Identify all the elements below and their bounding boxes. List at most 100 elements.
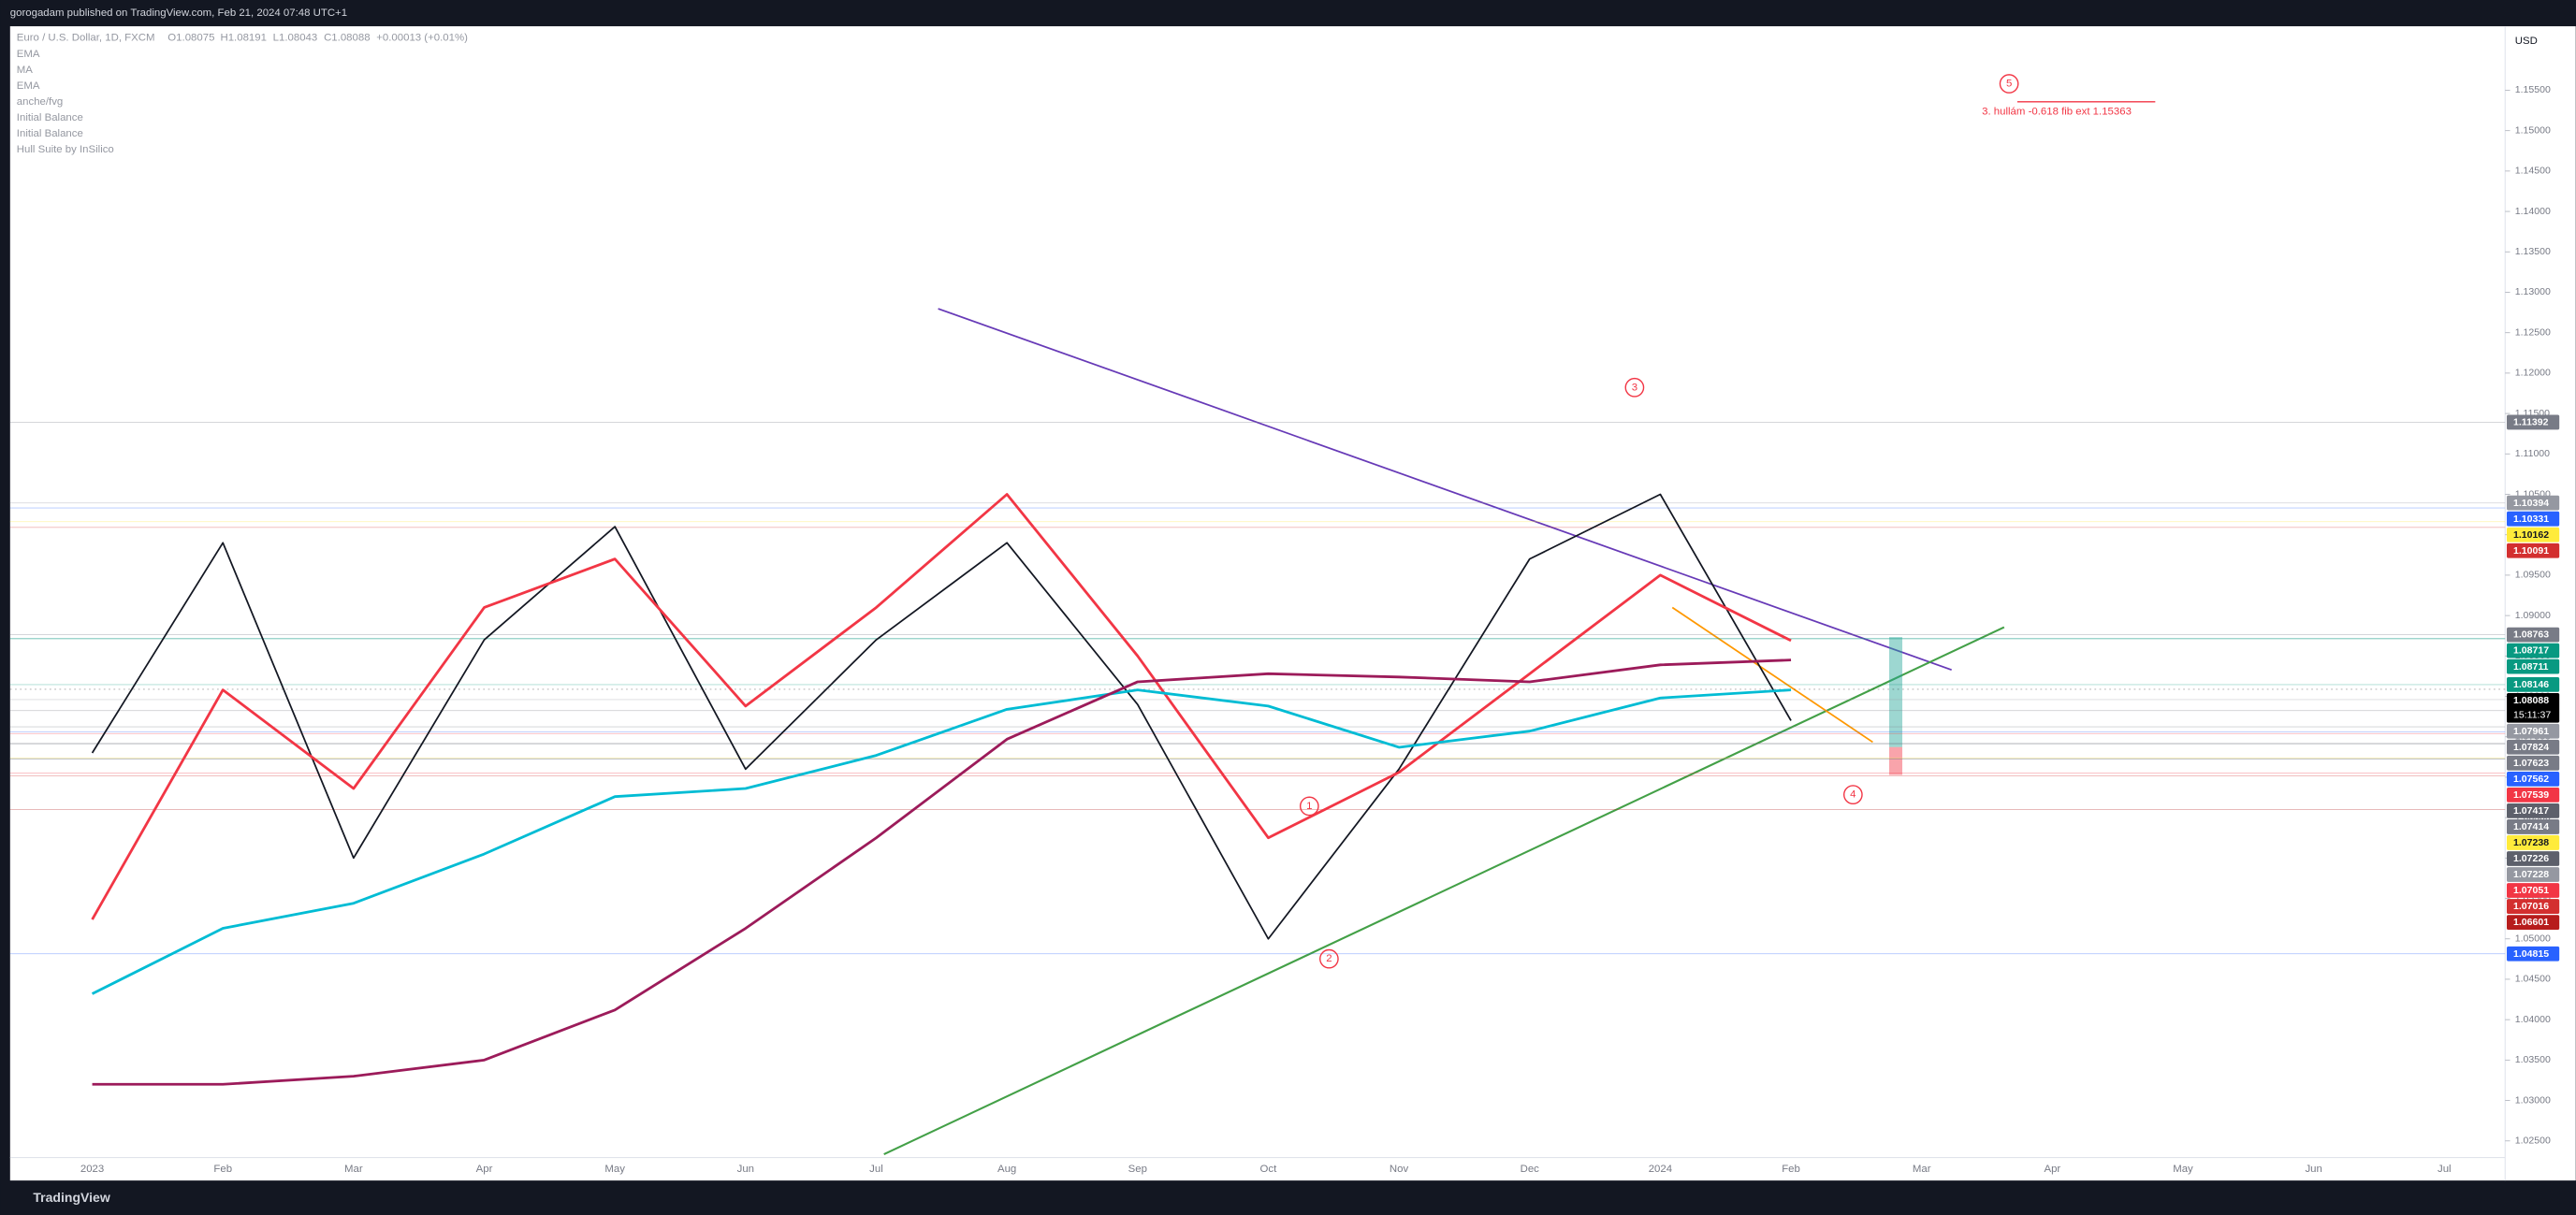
series-line: [91, 493, 1792, 940]
trendline: [883, 626, 2005, 1156]
levels: [9, 421, 2506, 955]
ohlc: L1.08043: [273, 32, 318, 43]
x-tick-label: 2024: [1649, 1164, 1673, 1175]
y-tick-label: 1.03500: [2515, 1054, 2551, 1065]
x-tick-label: May: [2173, 1164, 2193, 1175]
price-label-box: [2507, 542, 2560, 558]
ohlc: +0.00013 (+0.01%): [376, 32, 468, 43]
countdown: 15:11:37: [2513, 710, 2551, 721]
price-label: 1.10394: [2513, 498, 2549, 509]
symbol: Euro / U.S. Dollar, 1D, FXCM: [17, 32, 155, 43]
wave-marker: [1299, 796, 1319, 817]
price-label: 1.10331: [2513, 513, 2549, 525]
price-label-box: [2507, 495, 2560, 511]
x-tick-label: Jun: [2305, 1164, 2321, 1175]
x-tick-label: Feb: [213, 1164, 232, 1175]
price-label: 1.08711: [2513, 661, 2549, 673]
price-label-box: [2507, 787, 2560, 803]
ohlc: O1.08075: [167, 32, 214, 43]
y-tick-label: 1.05000: [2515, 933, 2551, 945]
price-label: 1.07824: [2513, 742, 2549, 753]
plot-background: [9, 26, 2576, 1181]
price-labels: 1.11392 1.10394 1.10331 1.10162 1.10091 1.087…: [2507, 414, 2560, 962]
wave-label: 1: [1306, 801, 1312, 812]
x-tick-label: Dec: [1521, 1164, 1540, 1175]
price-label-box: [2507, 414, 2560, 430]
series-line: [91, 688, 1792, 995]
price-label-box: [2507, 755, 2560, 771]
price-label-box: [2507, 819, 2560, 834]
brand: TradingView: [33, 1190, 109, 1205]
y-tick-label: 1.15500: [2515, 84, 2551, 95]
legend-entry: EMA: [17, 80, 40, 92]
trendline: [938, 308, 1952, 672]
x-tick-label: Jul: [869, 1164, 883, 1175]
price-label-box: [2507, 899, 2560, 914]
price-label: 1.07961: [2513, 726, 2549, 737]
wave-label: 5: [2006, 79, 2012, 90]
wave-label: 2: [1326, 953, 1332, 964]
price-label-box: [2507, 915, 2560, 930]
y-tick-label: 1.13000: [2515, 286, 2551, 297]
y-tick-label: 1.02500: [2515, 1135, 2551, 1147]
x-tick-label: Apr: [476, 1164, 493, 1175]
wave-marker: [1843, 785, 1863, 804]
x-tick-label: Sep: [1128, 1164, 1147, 1175]
legend-entry: Initial Balance: [17, 112, 83, 123]
price-label: 1.07623: [2513, 758, 2549, 769]
series-line: [91, 493, 1792, 920]
currency: USD: [2515, 36, 2538, 47]
series-lines: [91, 493, 1792, 1086]
y-tick-label: 1.15000: [2515, 124, 2551, 136]
legend-entry: anche/fvg: [17, 96, 63, 108]
x-tick-label: May: [604, 1164, 625, 1175]
legend: EMA MA EMA anche/fvg Initial Balance Initial …: [17, 49, 114, 155]
y-tick-label: 1.14000: [2515, 206, 2551, 217]
price-label-box: [2507, 946, 2560, 962]
x-tick-label: 2023: [80, 1164, 104, 1175]
price-label-box: [2507, 739, 2560, 755]
y-tick-label: 1.03000: [2515, 1094, 2551, 1106]
wave-label: 3: [1632, 382, 1637, 393]
price-label: 1.07016: [2513, 901, 2549, 912]
legend-entry: EMA: [17, 49, 40, 60]
price-label-box: [2507, 851, 2560, 866]
y-tick-label: 1.11000: [2515, 448, 2550, 459]
price-label: 1.08763: [2513, 629, 2549, 641]
y-tick-label: 1.05500: [2515, 892, 2551, 904]
position-box: [1888, 637, 1903, 747]
y-tick-label: 1.12500: [2515, 326, 2551, 338]
price-label-box: [2507, 883, 2560, 898]
price-label: 1.08717: [2513, 645, 2549, 657]
ohlc: H1.08191: [220, 32, 266, 43]
price-label: 1.07414: [2513, 821, 2549, 832]
price-label: 1.07226: [2513, 853, 2549, 864]
price-label: 1.07417: [2513, 805, 2549, 817]
x-tick-label: Mar: [344, 1164, 363, 1175]
price-label-box: [2507, 803, 2560, 818]
price-label: 1.07539: [2513, 789, 2549, 801]
y-tick-label: 1.12000: [2515, 368, 2551, 379]
y-tick-label: 1.14500: [2515, 166, 2551, 177]
price-label-box: [2507, 643, 2560, 658]
x-tick-label: Apr: [2044, 1164, 2060, 1175]
x-tick-label: Aug: [997, 1164, 1016, 1175]
publisher: gorogadam published on TradingView.com, …: [10, 7, 347, 19]
trendline: [1671, 606, 1873, 744]
x-tick-label: Jul: [2438, 1164, 2452, 1175]
price-label-box: [2507, 723, 2560, 739]
legend-entry: Hull Suite by InSilico: [17, 144, 114, 155]
fib-note: 3. hullám -0.618 fib ext 1.15363: [1982, 106, 2132, 117]
series-line: [92, 658, 1792, 1086]
price-label: 1.07051: [2513, 885, 2549, 896]
y-tick-label: 1.09500: [2515, 570, 2551, 581]
x-tick-label: Feb: [1782, 1164, 1800, 1175]
x-tick-label: Oct: [1260, 1164, 1278, 1175]
price-label-box: [2507, 677, 2560, 692]
price-label: 1.10091: [2513, 545, 2549, 557]
legend-entry: Initial Balance: [17, 128, 83, 139]
price-label-box: [2507, 527, 2560, 542]
price-label: 1.07238: [2513, 837, 2549, 848]
wave-marker: [1319, 948, 1339, 969]
